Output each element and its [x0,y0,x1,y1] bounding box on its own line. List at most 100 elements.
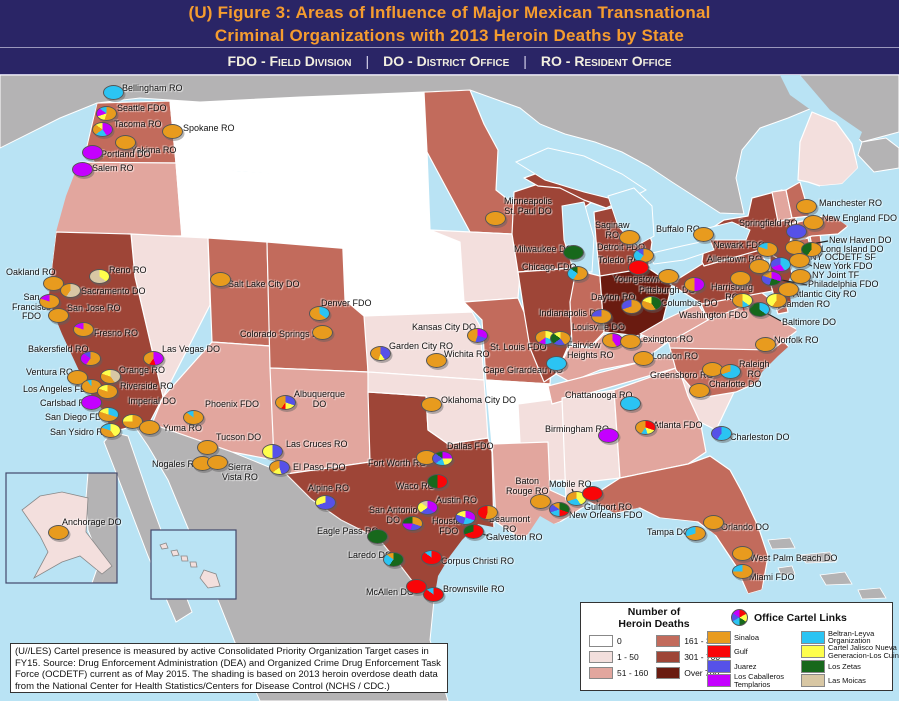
office-label: San Antonio DO [369,505,418,525]
office-label: Camden RO [780,299,831,309]
lake-huron [607,187,655,247]
office-label: San Francisco FDO [12,292,52,321]
state-nd [335,91,428,155]
office-pie-marker [423,587,444,602]
map-legend: Number of Heroin Deaths 0 1 - 50 51 - 160 1… [580,602,899,691]
deaths-legend-item: 0 [589,633,648,649]
office-pie-marker [620,334,641,349]
office-pie-marker [139,420,160,435]
office-pie-marker [711,426,732,441]
deaths-legend-items: 0 1 - 50 51 - 160 161 - 300 301 - 700 Over 70… [589,633,720,681]
office-label: St. Louis FDO [490,342,547,352]
office-label: Miami FDO [749,572,795,582]
office-label: Chicago FDO [522,262,577,272]
office-pie-marker [73,322,94,337]
cartel-swatch-label: Beltran-Leyva Organization [828,628,875,646]
office-pie-marker [39,294,60,309]
office-pie-marker [80,351,101,366]
office-label: Ventura RO [26,367,74,377]
office-type-key-bar: FDO - Field Division | DO - District Offic… [0,48,899,75]
office-pie-marker [749,302,770,317]
office-label: Sacramento DO [81,286,146,296]
office-pie-marker [60,283,81,298]
office-label: Tampa DO [647,527,691,537]
office-pie-marker [749,259,770,274]
cartel-legend-header: Office Cartel Links [731,609,847,626]
office-label: Baltimore DO [782,317,837,327]
office-label: Tucson DO [216,432,262,442]
deaths-legend-item: Over 700 [656,665,720,681]
office-label: Alpine RO [308,483,350,493]
office-label: Lexington RO [638,334,694,344]
office-label: Orange RO [119,365,166,375]
office-label: Saginaw RO [595,220,630,240]
office-pie-marker [183,410,204,425]
office-label: Tacoma RO [114,119,162,129]
office-pie-marker [455,510,476,525]
office-pie-marker [693,227,714,242]
cartel-swatch-label: Juarez [734,661,757,671]
deaths-swatch [589,635,613,647]
office-label: Buffalo RO [656,224,700,234]
office-label: Dallas FDO [447,441,494,451]
office-pie-marker [720,364,741,379]
office-pie-marker [48,308,69,323]
office-label: Philadelphia FDO [808,279,879,289]
key-do: DO - District Office [383,53,510,69]
office-pie-marker [197,440,218,455]
office-label: Newark FDO [713,240,766,250]
key-separator: | [523,53,527,69]
office-label: Yuma RO [163,423,203,433]
key-fdo: FDO - Field Division [227,53,352,69]
office-label: Reno RO [109,265,147,275]
state-mn [423,90,517,235]
lake-superior [514,147,647,203]
office-label: Mobile RO [549,479,592,489]
office-pie-marker [115,135,136,150]
office-label: Riverside RO [120,381,174,391]
office-label: Denver FDO [321,298,372,308]
deaths-legend-item: 301 - 700 [656,649,720,665]
cartel-swatch [707,645,731,659]
office-pie-marker [757,242,778,257]
office-pie-marker [417,500,438,515]
source-footnote: (U//LES) Cartel presence is measured by … [10,643,448,693]
office-label: New Orleans FDO [569,510,643,520]
office-label: New York FDO [813,261,873,271]
office-pie-marker [761,271,782,286]
office-label: Oklahoma City DO [441,395,517,405]
office-pie-marker [801,242,822,257]
cartel-swatch [707,630,731,644]
cartel-swatch [801,630,825,644]
cartel-legend-item: Cartel Jalisco Nueva Generacion-Los Cuin… [801,644,899,659]
deaths-swatch [589,667,613,679]
state-sd [338,151,431,231]
office-pie-marker [796,199,817,214]
office-pie-marker [684,277,705,292]
key-ro: RO - Resident Office [540,53,672,69]
office-label: Houston FDO [432,516,466,536]
office-pie-marker [72,162,93,177]
cartel-swatch [707,659,731,673]
office-pie-marker [803,215,824,230]
office-pie-marker [100,369,121,384]
office-label: Atlanta FDO [653,420,703,430]
office-label: Brownsville RO [443,584,505,594]
office-pie-marker [790,269,811,284]
office-label: Albuquerque DO [294,389,346,409]
deaths-legend-item: 51 - 160 [589,665,648,681]
office-pie-marker [477,505,498,520]
office-label: Charlotte DO [709,379,762,389]
office-pie-marker [162,124,183,139]
office-label: Beaumont RO [489,514,531,534]
figure-title-line2: Criminal Organizations with 2013 Heroin … [214,26,685,45]
office-pie-marker [81,395,102,410]
office-pie-marker [421,397,442,412]
office-pie-marker [406,579,427,594]
office-label: Bellingham RO [122,83,183,93]
office-label: Sierra Vista RO [222,462,258,482]
office-label: Atlantic City RO [793,289,857,299]
office-label: Yakima RO [131,145,177,155]
